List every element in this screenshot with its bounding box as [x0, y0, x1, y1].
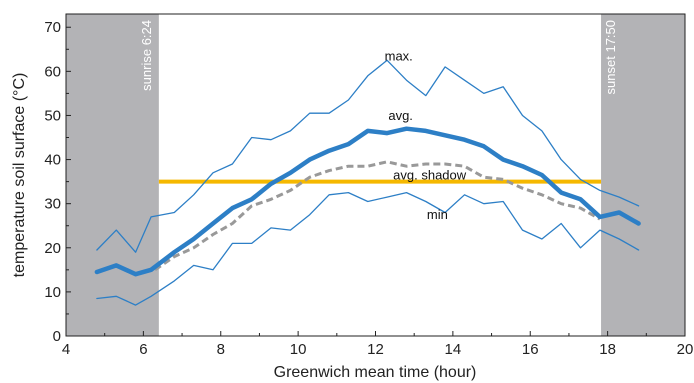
y-tick-label-70: 70 [44, 19, 61, 36]
series-line-min [96, 191, 640, 306]
annotation-avg-shadow: avg. shadow [393, 167, 467, 182]
x-tick-label-20: 20 [677, 341, 694, 358]
x-axis-title: Greenwich mean time (hour) [274, 364, 477, 381]
y-tick-label-40: 40 [44, 152, 61, 169]
x-tick-label-10: 10 [290, 341, 307, 358]
y-tick-label-0: 0 [53, 328, 61, 345]
y-axis: 0 10 20 30 40 50 60 70 [44, 19, 71, 345]
series-line-max [96, 59, 640, 253]
annotation-avg: avg. [388, 108, 413, 123]
y-tick-label-50: 50 [44, 107, 61, 124]
band-labels: sunrise 6:24 sunset 17:50 [139, 20, 618, 94]
y-tick-label-60: 60 [44, 63, 61, 80]
x-tick-label-14: 14 [445, 341, 462, 358]
x-tick-label-12: 12 [367, 341, 384, 358]
shaded-regions [66, 14, 685, 336]
x-tick-label-8: 8 [217, 341, 225, 358]
shaded-region-label-1: sunset 17:50 [603, 20, 618, 94]
y-tick-label-10: 10 [44, 284, 61, 301]
x-axis: 4 6 8 10 12 14 16 18 20 [62, 331, 694, 358]
y-axis-title: temperature soil surface (°C) [11, 73, 28, 278]
y-tick-label-30: 30 [44, 196, 61, 213]
x-tick-label-16: 16 [522, 341, 539, 358]
annotation-min: min [427, 207, 448, 222]
shaded-region-0 [66, 14, 159, 336]
annotations: max. avg. avg. shadow min [385, 48, 467, 222]
x-tick-label-4: 4 [62, 341, 70, 358]
series-line-avg [94, 126, 641, 277]
series-group [94, 59, 641, 306]
annotation-max: max. [385, 48, 413, 63]
shaded-region-label-0: sunrise 6:24 [139, 20, 154, 91]
y-tick-label-20: 20 [44, 240, 61, 257]
x-tick-label-18: 18 [599, 341, 616, 358]
shaded-region-1 [601, 14, 685, 336]
x-tick-label-6: 6 [139, 341, 147, 358]
